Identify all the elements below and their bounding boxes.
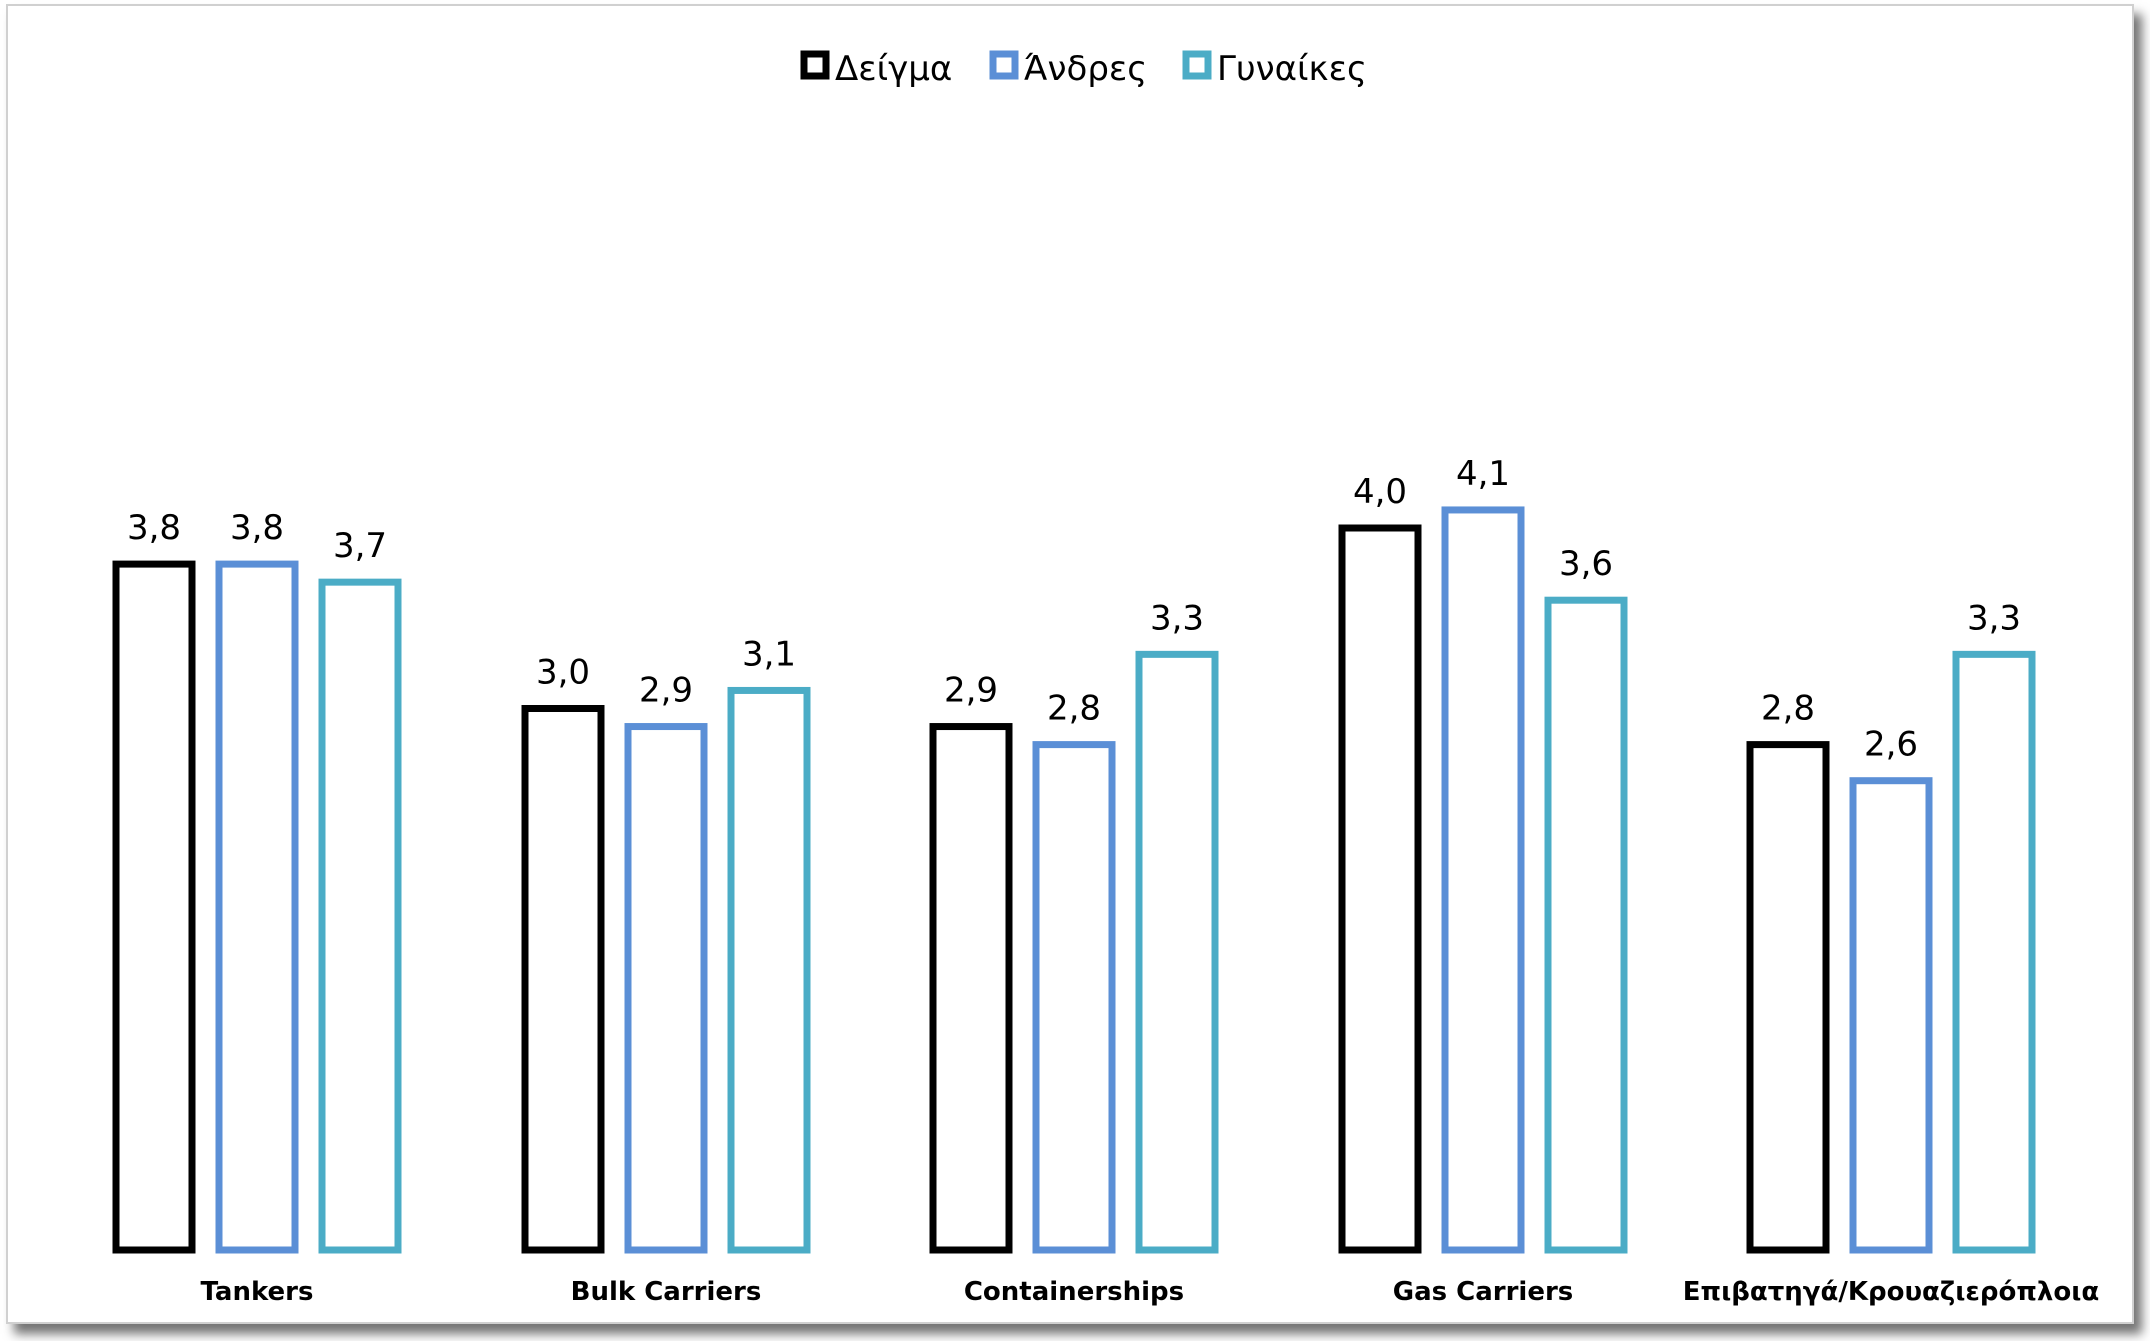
legend-swatch-1 [989,50,1019,80]
category-label-2: Containerships [964,1277,1184,1307]
value-label-0-0: 3,8 [127,508,181,548]
value-label-1-2: 3,1 [742,634,796,674]
bar-0-0 [112,560,196,1254]
value-label-0-2: 3,7 [333,526,387,566]
bar-3-1 [1441,506,1525,1254]
value-label-1-1: 2,9 [639,671,693,711]
bar-3-0 [1338,524,1422,1254]
category-labels-group: Tankers Bulk Carriers Containerships Gas Ca… [201,1277,2100,1307]
bar-1-0 [521,705,605,1254]
bar-0-1 [215,560,299,1254]
value-label-0-1: 3,8 [230,508,284,548]
bar-2-0 [929,723,1013,1254]
legend-label-2: Γυναίκες [1217,49,1367,89]
category-label-4: Επιβατηγά/Κρουαζιερόπλοια [1683,1277,2099,1307]
bar-1-1 [624,723,708,1254]
value-label-2-0: 2,9 [944,671,998,711]
category-label-0: Tankers [201,1277,314,1307]
value-label-1-0: 3,0 [536,653,590,693]
value-label-2-1: 2,8 [1047,689,1101,729]
bar-4-2 [1952,650,2036,1254]
bar-2-1 [1032,741,1116,1254]
category-label-3: Gas Carriers [1393,1277,1574,1307]
legend-label-1: Άνδρες [1024,49,1147,89]
legend-label-0: Δείγμα [835,49,952,89]
bar-1-2 [727,686,811,1254]
bar-0-2 [318,578,402,1254]
category-label-1: Bulk Carriers [571,1277,762,1307]
value-label-3-1: 4,1 [1456,454,1510,494]
legend-swatch-2 [1182,50,1212,80]
value-label-4-0: 2,8 [1761,689,1815,729]
bar-4-1 [1849,777,1933,1254]
bar-3-2 [1544,596,1628,1254]
chart-legend: Δείγμα Άνδρες Γυναίκες [800,49,1367,89]
value-label-2-2: 3,3 [1150,598,1204,638]
value-label-4-1: 2,6 [1864,725,1918,765]
bar-2-2 [1135,650,1219,1254]
legend-swatch-0 [800,50,830,80]
value-labels-group: 3,8 3,8 3,7 3,0 2,9 3,1 2,9 2,8 3,3 4,0 4,1 3,6 2,8 2… [127,454,2021,765]
bars-group [112,506,2036,1254]
bar-4-0 [1746,741,1830,1254]
value-label-3-2: 3,6 [1559,544,1613,584]
value-label-4-2: 3,3 [1967,598,2021,638]
value-label-3-0: 4,0 [1353,472,1407,512]
